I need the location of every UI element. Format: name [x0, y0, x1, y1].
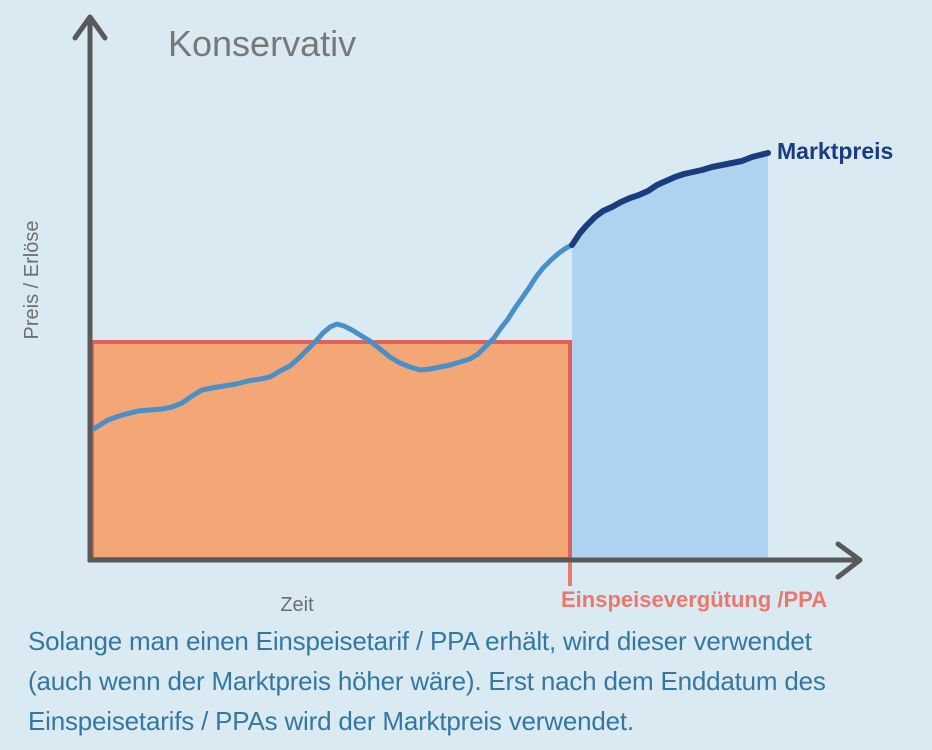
x-axis-arrow-icon: [835, 541, 863, 580]
x-axis-label: Zeit: [280, 594, 314, 616]
caption: Solange man einen Einspeisetarif / PPA e…: [28, 621, 923, 741]
market-revenue-area: [572, 153, 768, 559]
caption-line: Solange man einen Einspeisetarif / PPA e…: [28, 626, 812, 656]
conservative-price-chart: Konservativ Preis / Erlöse Zeit Marktpre…: [21, 14, 893, 616]
market-price-line-after-ppa: [569, 150, 771, 248]
y-axis-arrow-icon: [72, 14, 108, 41]
ppa-annotation: Einspeisevergütung /PPA: [561, 587, 827, 612]
ppa-tariff-area: [90, 340, 572, 561]
caption-line: (auch wenn der Marktpreis höher wäre). E…: [28, 666, 826, 696]
market-price-line-during-ppa: [87, 242, 575, 434]
chart-title: Konservativ: [168, 23, 356, 64]
marktpreis-annotation: Marktpreis: [777, 138, 893, 164]
caption-line: Einspeisetarifs / PPAs wird der Marktpre…: [28, 706, 634, 736]
y-axis-label: Preis / Erlöse: [21, 221, 43, 340]
